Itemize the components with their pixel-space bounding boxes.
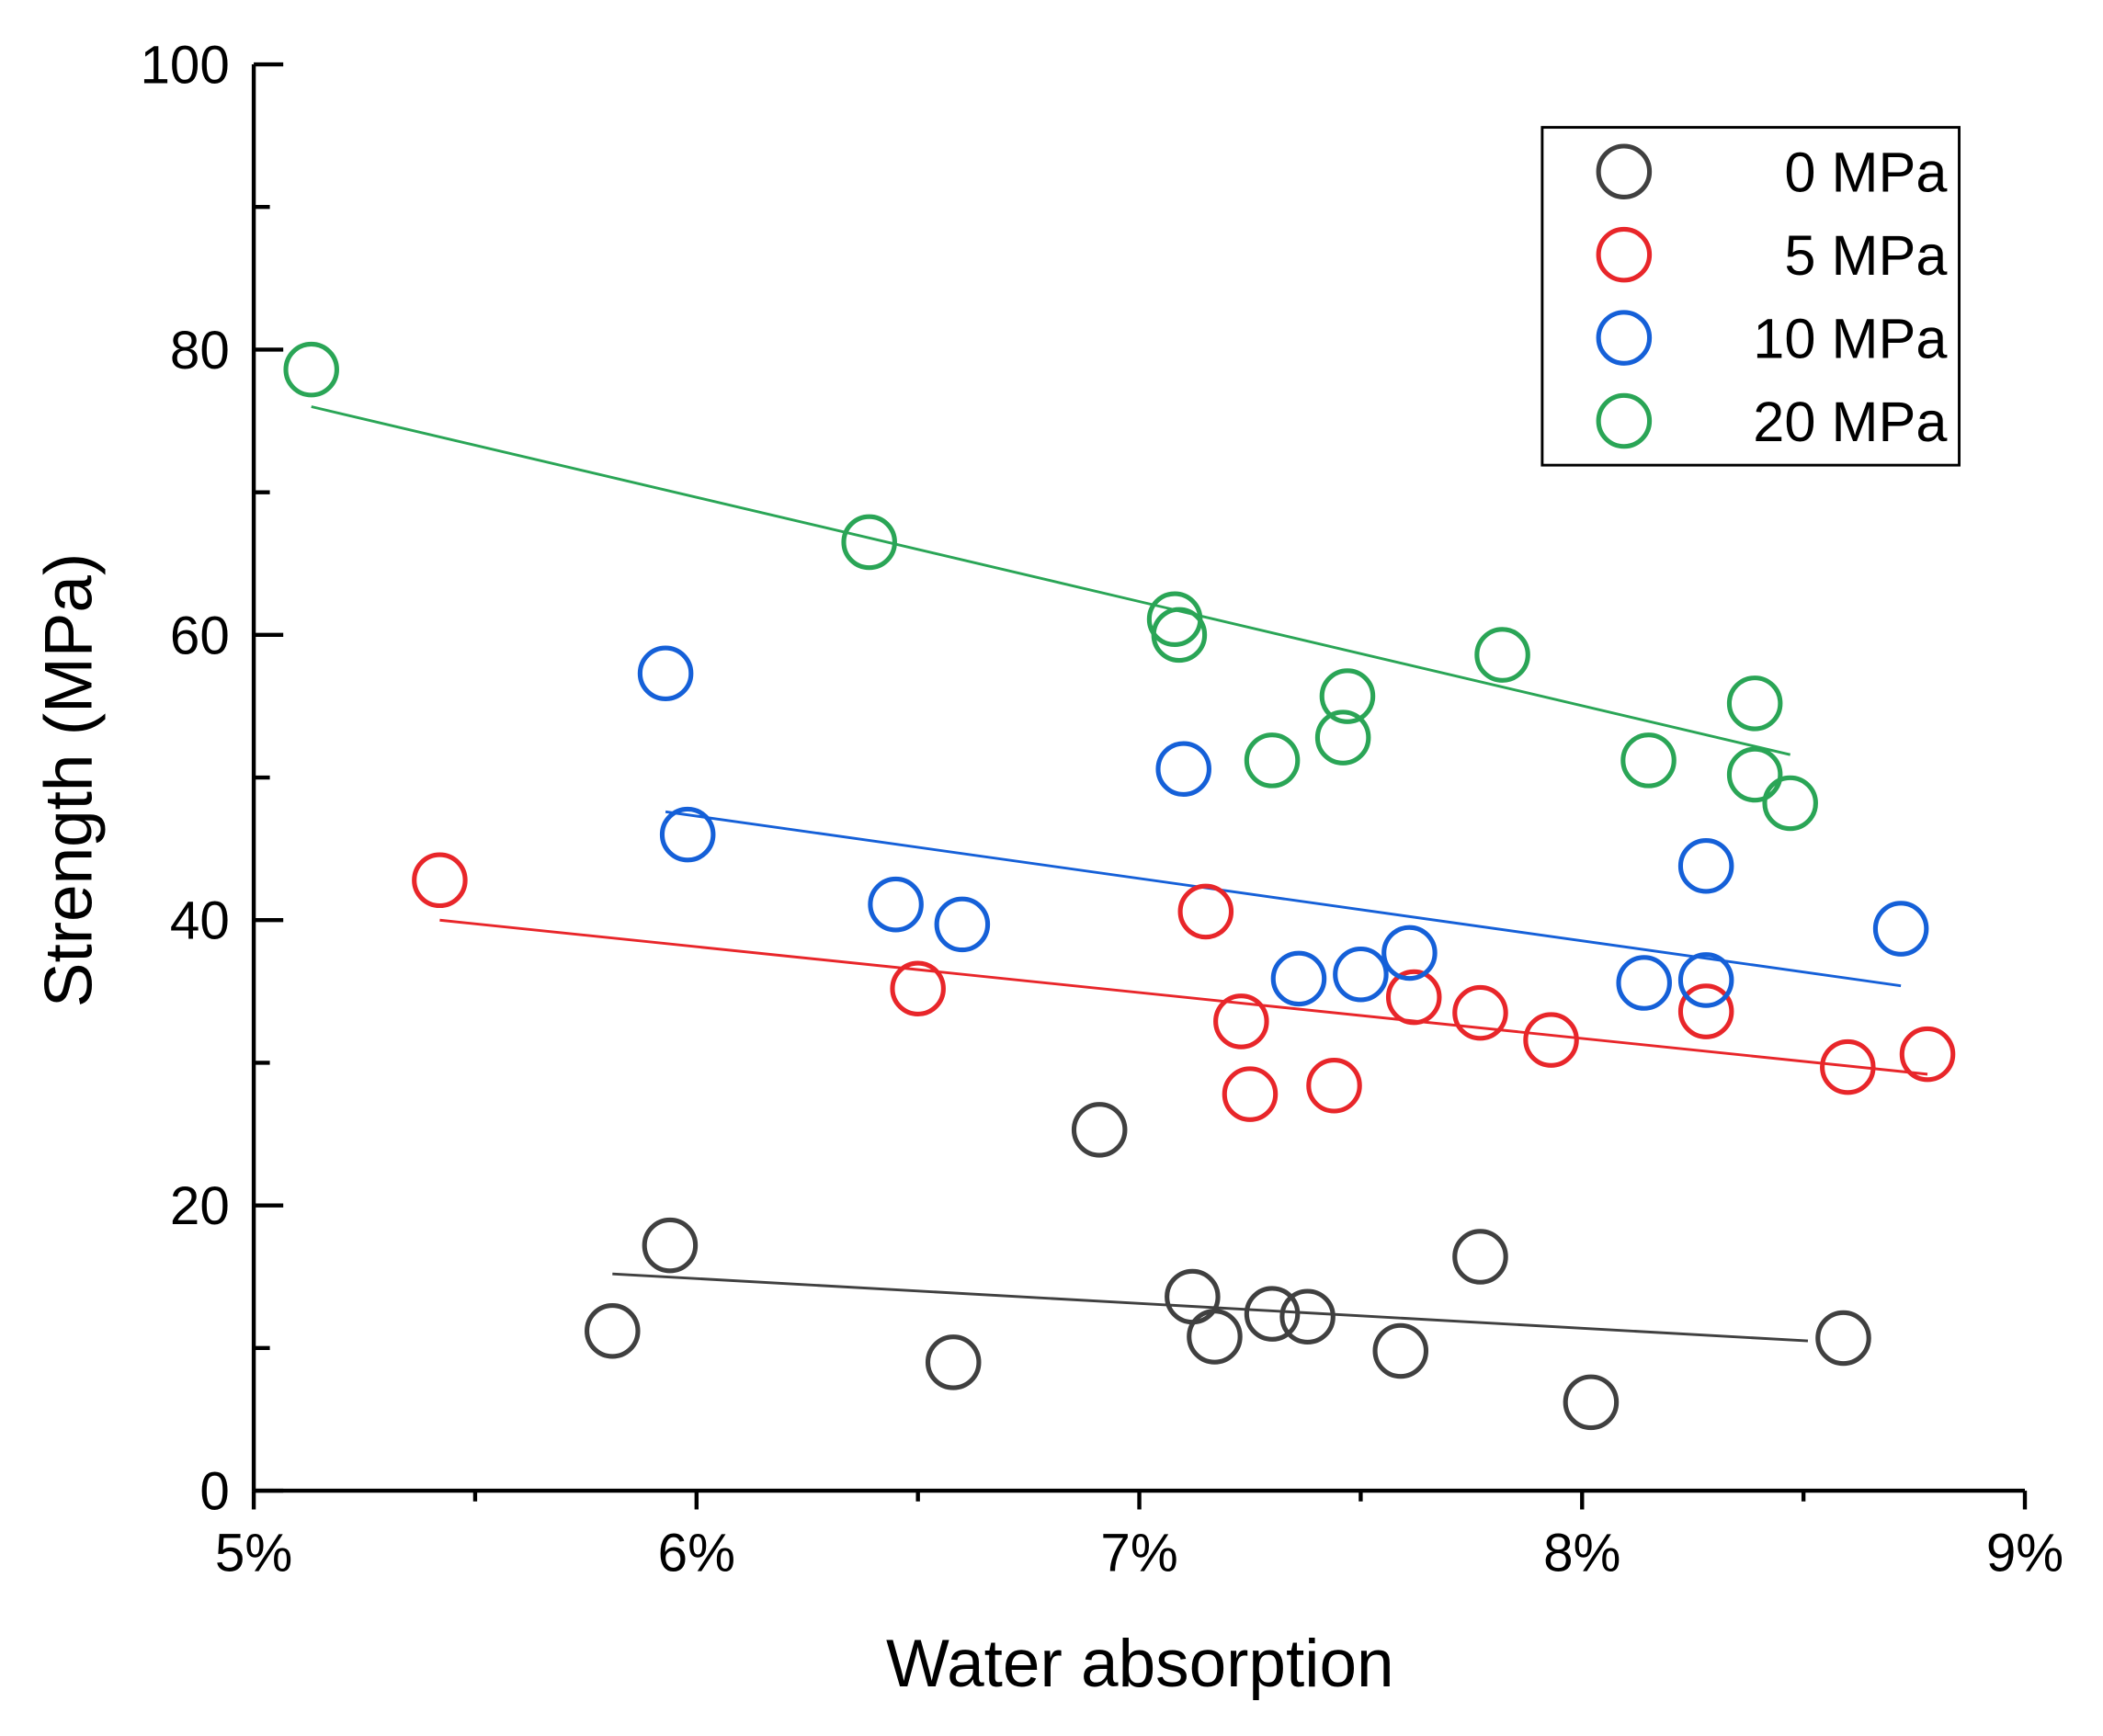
axes: 5% 6% 7% 8% 9% 0 20 40 60 80 100 (140, 35, 2063, 1583)
x-tick-label: 6% (658, 1524, 735, 1583)
data-point-20-mpa (841, 514, 897, 571)
data-point-5-mpa (412, 852, 468, 909)
data-point-0-mpa (1071, 1102, 1128, 1158)
data-point-10-mpa (659, 806, 716, 863)
legend-marker-10-mpa (1596, 310, 1653, 366)
data-point-0-mpa (642, 1217, 699, 1274)
legend-box (1540, 126, 1961, 467)
data-point-10-mpa (1677, 837, 1734, 894)
data-point-10-mpa (1616, 955, 1672, 1011)
data-point-10-mpa (934, 896, 991, 953)
y-tick-label: 40 (170, 891, 230, 951)
data-point-20-mpa (1726, 675, 1783, 732)
legend-marker-20-mpa (1596, 392, 1653, 449)
y-tick-label: 80 (170, 321, 230, 380)
data-point-5-mpa (1213, 993, 1269, 1050)
y-tick-label: 60 (170, 606, 230, 665)
x-tick-label: 8% (1543, 1524, 1620, 1583)
data-point-0-mpa (1372, 1322, 1429, 1379)
data-point-5-mpa (890, 960, 946, 1017)
data-point-20-mpa (1620, 732, 1677, 789)
data-point-10-mpa (1333, 946, 1389, 1003)
fit-line-20-mpa (311, 405, 1791, 756)
x-tick-label: 5% (215, 1524, 292, 1583)
y-tick-label: 20 (170, 1176, 230, 1236)
legend: 0 MPa 5 MPa 10 MPa 20 MPa (1540, 126, 1961, 467)
data-point-10-mpa (1270, 950, 1327, 1007)
data-points (283, 341, 1956, 1431)
data-point-5-mpa (1177, 883, 1234, 940)
data-point-20-mpa (1319, 668, 1376, 724)
data-point-5-mpa (1452, 984, 1508, 1041)
data-point-10-mpa (1872, 901, 1929, 957)
fit-line-0-mpa (612, 1272, 1809, 1343)
data-point-0-mpa (1279, 1288, 1336, 1345)
data-point-5-mpa (1820, 1038, 1876, 1095)
data-point-5-mpa (1523, 1012, 1579, 1068)
data-point-0-mpa (585, 1302, 641, 1359)
data-point-0-mpa (1563, 1374, 1620, 1431)
data-point-10-mpa (637, 645, 694, 702)
x-tick-label: 7% (1100, 1524, 1177, 1583)
data-point-10-mpa (1155, 741, 1211, 797)
y-axis-label: Strength (MPa) (32, 553, 107, 1007)
data-point-10-mpa (1677, 952, 1734, 1008)
data-point-5-mpa (1385, 969, 1442, 1026)
data-point-5-mpa (1306, 1058, 1362, 1114)
data-point-20-mpa (1244, 732, 1301, 789)
legend-marker-0-mpa (1596, 143, 1653, 199)
data-point-0-mpa (1452, 1229, 1508, 1285)
data-point-0-mpa (1187, 1309, 1243, 1365)
data-point-20-mpa (283, 341, 339, 398)
data-point-5-mpa (1899, 1026, 1956, 1083)
legend-label-10-mpa: 10 MPa (1753, 307, 1948, 369)
data-point-20-mpa (1474, 627, 1530, 683)
legend-label-0-mpa: 0 MPa (1784, 142, 1948, 204)
legend-marker-5-mpa (1596, 226, 1653, 283)
data-point-20-mpa (1151, 607, 1208, 664)
data-point-0-mpa (1244, 1286, 1301, 1342)
fit-lines (311, 405, 1928, 1343)
legend-label-20-mpa: 20 MPa (1753, 391, 1948, 453)
y-tick-label: 100 (140, 35, 229, 95)
data-point-10-mpa (1381, 925, 1438, 981)
data-point-5-mpa (1677, 983, 1734, 1039)
data-point-0-mpa (925, 1334, 982, 1390)
legend-label-5-mpa: 5 MPa (1784, 224, 1948, 287)
x-tick-label: 9% (1986, 1524, 2063, 1583)
x-axis-label: Water absorption (886, 1627, 1394, 1701)
data-point-0-mpa (1815, 1310, 1871, 1367)
data-point-0-mpa (1165, 1268, 1221, 1325)
data-point-20-mpa (1762, 775, 1818, 832)
data-point-10-mpa (868, 876, 924, 933)
data-point-20-mpa (1726, 746, 1783, 803)
data-point-5-mpa (1222, 1066, 1279, 1122)
y-tick-label: 0 (199, 1461, 229, 1521)
fit-line-5-mpa (439, 918, 1928, 1076)
data-point-20-mpa (1314, 709, 1371, 766)
